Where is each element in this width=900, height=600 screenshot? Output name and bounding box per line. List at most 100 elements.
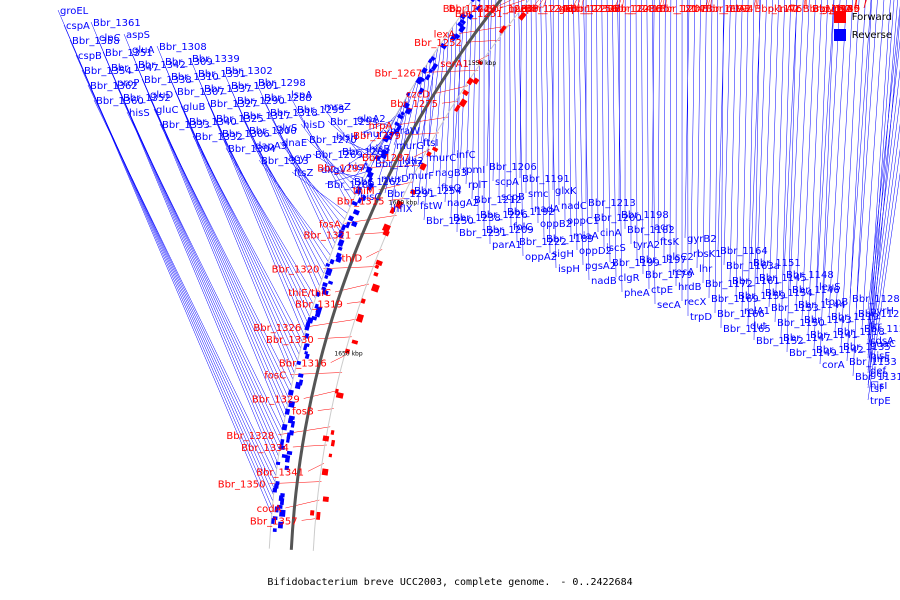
genome-backbone bbox=[289, 0, 503, 550]
reverse-leader-line bbox=[651, 0, 655, 227]
forward-leader-line bbox=[317, 336, 352, 340]
forward-gene-feature bbox=[322, 496, 329, 503]
reverse-leader-line bbox=[180, 105, 300, 355]
reverse-gene-label: Bbr_1291 bbox=[387, 189, 435, 200]
reverse-gene-feature bbox=[304, 333, 310, 339]
forward-gene-label: Bbr_1241 bbox=[611, 4, 659, 15]
reverse-gene-feature bbox=[272, 528, 277, 532]
reverse-gene-feature bbox=[347, 215, 355, 222]
forward-gene-label: pknA2 bbox=[768, 4, 800, 15]
reverse-gene-label: smc bbox=[528, 189, 548, 200]
reverse-leader-line bbox=[855, 0, 878, 314]
reverse-leader-line bbox=[558, 0, 560, 206]
reverse-gene-feature bbox=[321, 286, 327, 291]
reverse-gene-feature bbox=[379, 152, 387, 160]
reverse-gene-label: hisA bbox=[348, 162, 369, 173]
forward-gene-feature bbox=[370, 283, 380, 293]
reverse-leader-line bbox=[735, 0, 743, 296]
reverse-gene-label: Bbr_1149 bbox=[789, 348, 837, 359]
reverse-gene-feature bbox=[337, 246, 343, 251]
reverse-gene-label: Bbr_1309 bbox=[165, 57, 213, 68]
reverse-gene-label: Bbr_1197 bbox=[639, 255, 687, 266]
forward-gene-label: Bbr_1330 bbox=[266, 335, 314, 346]
reverse-gene-label: tsf bbox=[870, 384, 883, 395]
reverse-gene-label: Bbr_1145 bbox=[759, 273, 807, 284]
reverse-leader-line bbox=[641, 0, 644, 275]
reverse-leader-line bbox=[354, 117, 391, 126]
reverse-gene-label: Bbr_1325 bbox=[216, 114, 264, 125]
reverse-gene-label: Bbr_1306 bbox=[222, 129, 270, 140]
forward-gene-label: Bbr_1176 bbox=[754, 4, 802, 15]
forward-gene-label: Bbr_1194 bbox=[706, 4, 754, 15]
caption-range: - 0..2422684 bbox=[560, 577, 633, 588]
reverse-gene-label: relA1 bbox=[744, 306, 770, 317]
reverse-leader-line bbox=[867, 0, 895, 359]
reverse-leader-line bbox=[291, 171, 348, 214]
reverse-gene-label: glyS bbox=[276, 123, 297, 134]
reverse-leader-line bbox=[87, 84, 276, 483]
reverse-leader-line bbox=[438, 32, 450, 188]
forward-gene-label: Bbr_1208 bbox=[608, 4, 656, 15]
reverse-gene-feature bbox=[305, 321, 311, 327]
reverse-gene-feature bbox=[287, 418, 294, 424]
forward-gene-label: Bbr_1155 bbox=[812, 4, 860, 15]
reverse-gene-label: hrdB bbox=[678, 282, 702, 293]
reverse-leader-line bbox=[285, 156, 346, 220]
reverse-leader-line bbox=[652, 0, 656, 305]
forward-leader-line bbox=[301, 518, 318, 521]
reverse-gene-label: Bbr_1164 bbox=[720, 246, 768, 257]
reverse-gene-label: Bbr_1238 bbox=[453, 213, 501, 224]
reverse-gene-feature bbox=[325, 262, 331, 268]
reverse-gene-label: hflX bbox=[393, 204, 413, 215]
reverse-gene-label: rplT bbox=[468, 180, 488, 191]
reverse-leader-line bbox=[762, 0, 773, 293]
reverse-gene-feature bbox=[459, 18, 467, 25]
reverse-gene-label: Bbr_1169 bbox=[711, 294, 759, 305]
reverse-leader-line bbox=[768, 0, 779, 308]
forward-gene-label: Bbr_1279 bbox=[353, 131, 401, 142]
reverse-gene-label: Bbr_1198 bbox=[621, 210, 669, 221]
forward-gene-label: lexA bbox=[434, 30, 456, 41]
forward-gene-label: Bbr_1251 bbox=[455, 9, 503, 20]
reverse-gene-feature bbox=[284, 408, 291, 415]
forward-gene-label: Bbr_1139 bbox=[812, 4, 860, 15]
reverse-leader-line bbox=[563, 0, 566, 221]
reverse-leader-line bbox=[246, 129, 327, 268]
reverse-gene-label: recX bbox=[684, 297, 707, 308]
forward-gene-label: Bbr_1341 bbox=[256, 467, 304, 478]
reverse-gene-label: nagB3 bbox=[435, 168, 467, 179]
reverse-leader-line bbox=[306, 138, 359, 190]
reverse-gene-label: Bbr_1119 bbox=[831, 312, 879, 323]
reverse-leader-line bbox=[819, 0, 835, 365]
forward-leader-line bbox=[465, 39, 500, 43]
reverse-gene-label: Bbr_1360 bbox=[96, 96, 144, 107]
reverse-gene-feature bbox=[424, 73, 431, 81]
reverse-gene-label: Bbr_1354 bbox=[84, 66, 132, 77]
caption-title: Bifidobacterium breve UCC2003, complete … bbox=[267, 577, 551, 588]
forward-gene-label: Bbr_1326 bbox=[253, 323, 301, 334]
reverse-leader-line bbox=[867, 0, 891, 344]
reverse-gene-feature bbox=[314, 303, 319, 309]
reverse-leader-line bbox=[189, 57, 305, 336]
reverse-leader-line bbox=[513, 0, 518, 242]
reverse-gene-label: murG bbox=[396, 141, 424, 152]
reverse-gene-label: oppA2 bbox=[525, 252, 557, 263]
forward-gene-label: Bbr_1207 bbox=[659, 4, 707, 15]
reverse-gene-label: aspS bbox=[126, 30, 150, 41]
reverse-gene-label: Bbr_1304 bbox=[228, 144, 276, 155]
reverse-gene-label: rimI bbox=[870, 354, 890, 365]
reverse-gene-feature bbox=[274, 483, 279, 489]
reverse-leader-line bbox=[545, 0, 551, 254]
reverse-gene-feature bbox=[337, 233, 344, 239]
reverse-leader-line bbox=[345, 142, 382, 167]
reverse-leader-line bbox=[750, 0, 761, 263]
reverse-leader-line bbox=[747, 0, 755, 326]
reverse-gene-feature bbox=[304, 353, 310, 360]
reverse-gene-label: acyP bbox=[288, 153, 312, 164]
reverse-leader-line bbox=[550, 0, 557, 269]
reverse-leader-line bbox=[258, 159, 331, 256]
reverse-gene-label: Bbr_1133 bbox=[849, 357, 897, 368]
forward-gene-feature bbox=[466, 77, 474, 86]
reverse-leader-line bbox=[153, 108, 291, 393]
forward-gene-label: Bbr_1297 bbox=[317, 163, 365, 174]
